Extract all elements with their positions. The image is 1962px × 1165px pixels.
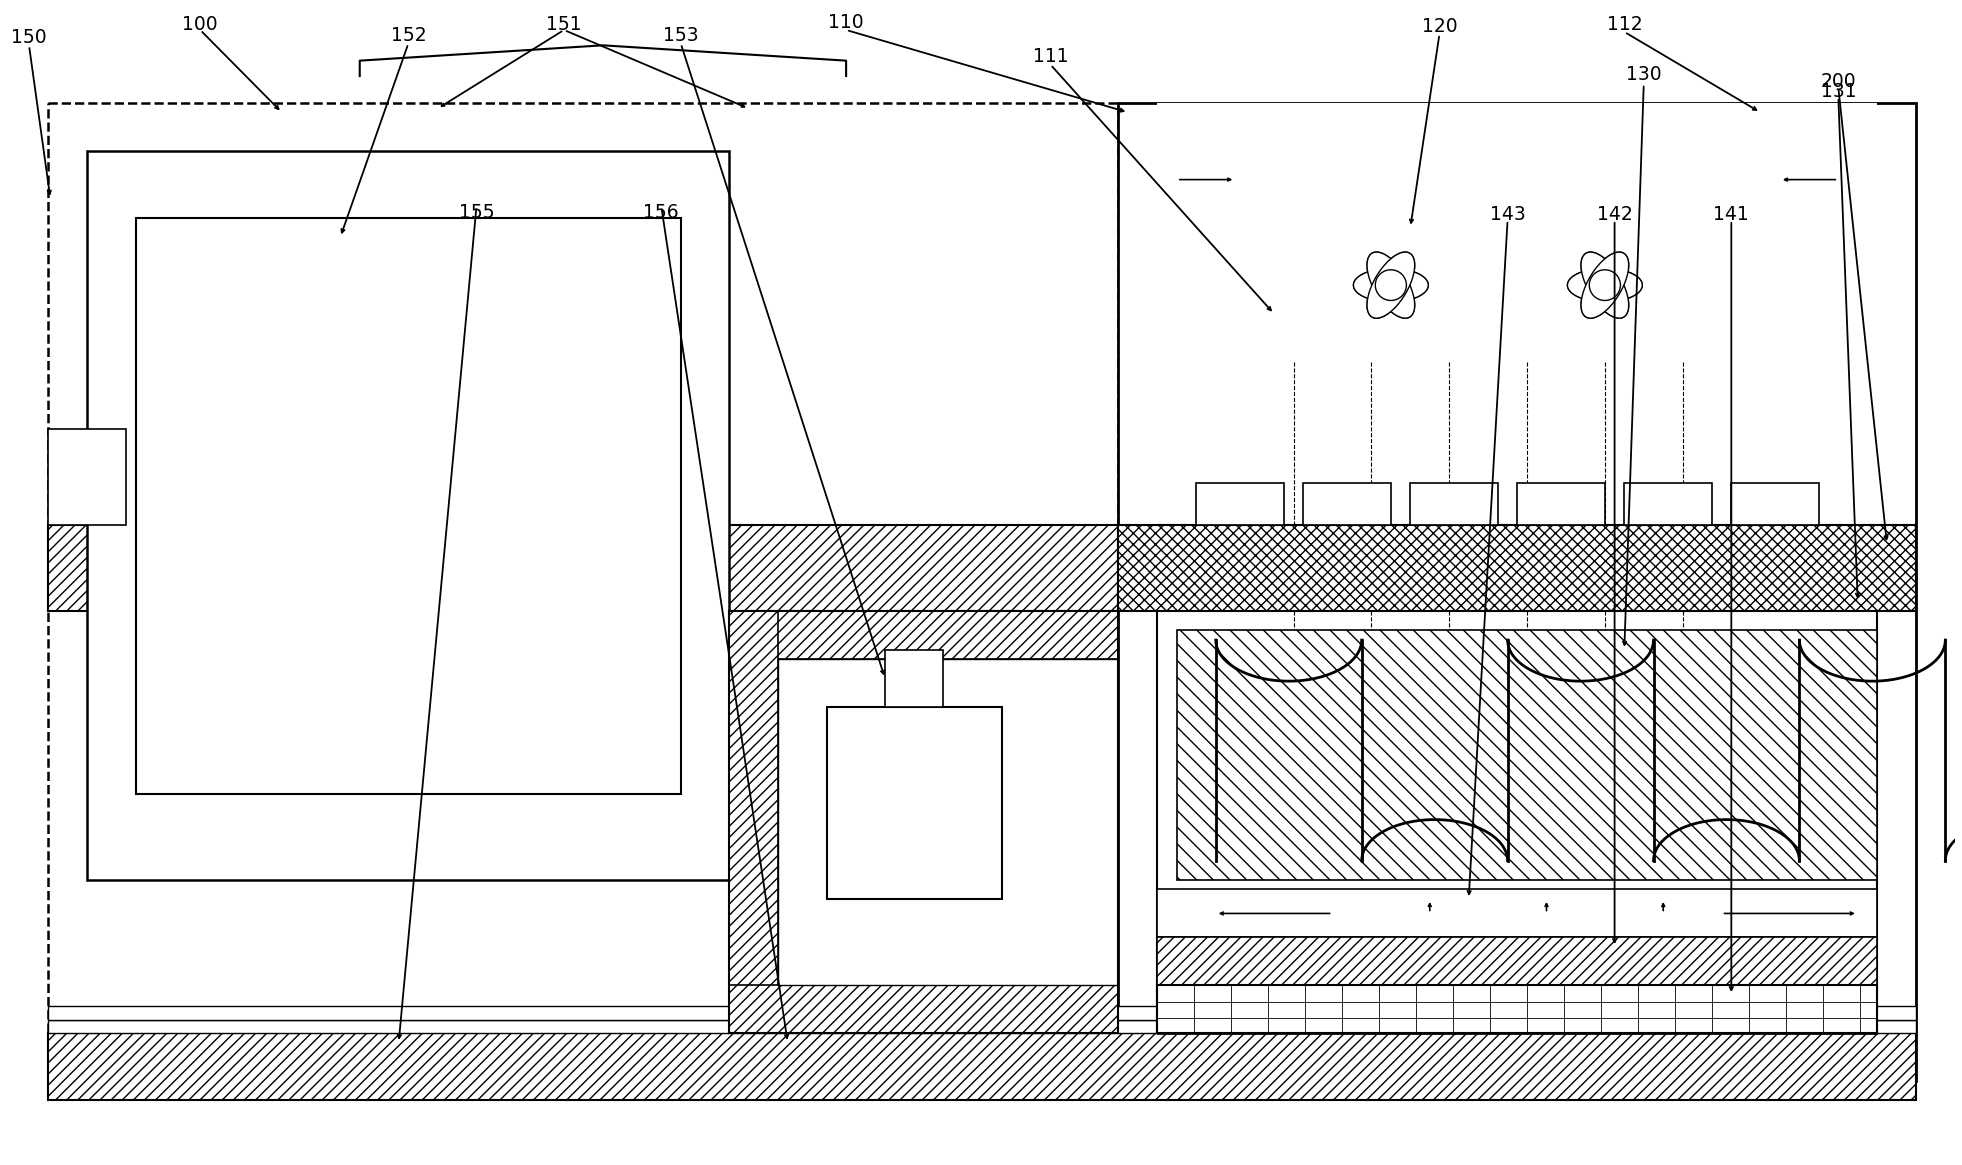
Bar — [1158, 938, 1878, 986]
Text: 110: 110 — [828, 13, 863, 31]
Bar — [1730, 482, 1819, 525]
Bar — [49, 525, 1118, 612]
Text: 141: 141 — [1713, 205, 1750, 224]
Text: 155: 155 — [459, 203, 494, 221]
Bar — [1197, 482, 1283, 525]
Polygon shape — [1354, 268, 1428, 302]
Bar — [135, 218, 681, 793]
Bar — [49, 1007, 1917, 1019]
Text: 112: 112 — [1607, 15, 1642, 34]
Text: 156: 156 — [644, 203, 679, 221]
Bar — [49, 1019, 1917, 1033]
Bar — [885, 650, 944, 707]
Text: 153: 153 — [663, 27, 698, 45]
Text: 111: 111 — [1032, 48, 1067, 66]
Bar — [1411, 482, 1497, 525]
Bar — [1303, 482, 1391, 525]
Polygon shape — [1581, 252, 1628, 318]
Bar — [1158, 103, 1878, 496]
Text: 150: 150 — [12, 28, 47, 47]
Polygon shape — [1581, 252, 1628, 318]
Polygon shape — [1568, 268, 1642, 302]
Circle shape — [1589, 270, 1621, 301]
Bar — [730, 612, 1118, 659]
Polygon shape — [1581, 252, 1628, 318]
Polygon shape — [1568, 268, 1642, 302]
Text: 151: 151 — [545, 15, 583, 34]
Bar — [779, 659, 1118, 986]
Bar — [1517, 482, 1605, 525]
Text: 142: 142 — [1597, 205, 1632, 224]
Polygon shape — [1354, 268, 1428, 302]
Text: 130: 130 — [1626, 64, 1662, 84]
Text: 200: 200 — [1821, 72, 1856, 91]
Bar — [49, 103, 1118, 1081]
Polygon shape — [1368, 252, 1415, 318]
Bar — [1158, 889, 1878, 938]
Bar — [730, 612, 779, 1033]
Bar — [1177, 630, 1878, 880]
Bar — [826, 707, 1003, 899]
Text: 131: 131 — [1821, 82, 1856, 101]
Polygon shape — [1368, 252, 1415, 318]
Polygon shape — [1368, 252, 1415, 318]
Text: 152: 152 — [390, 27, 426, 45]
Text: 143: 143 — [1489, 205, 1526, 224]
Bar — [49, 429, 126, 525]
Bar — [1625, 482, 1713, 525]
Bar — [1118, 525, 1917, 612]
Bar — [1118, 103, 1917, 1081]
Circle shape — [1375, 270, 1407, 301]
Bar — [49, 1033, 1917, 1101]
Bar — [1158, 986, 1878, 1033]
Polygon shape — [1368, 252, 1415, 318]
Polygon shape — [1581, 252, 1628, 318]
Bar — [88, 150, 730, 880]
Bar — [730, 986, 1118, 1033]
Text: 120: 120 — [1422, 16, 1458, 36]
Text: 100: 100 — [182, 15, 218, 34]
